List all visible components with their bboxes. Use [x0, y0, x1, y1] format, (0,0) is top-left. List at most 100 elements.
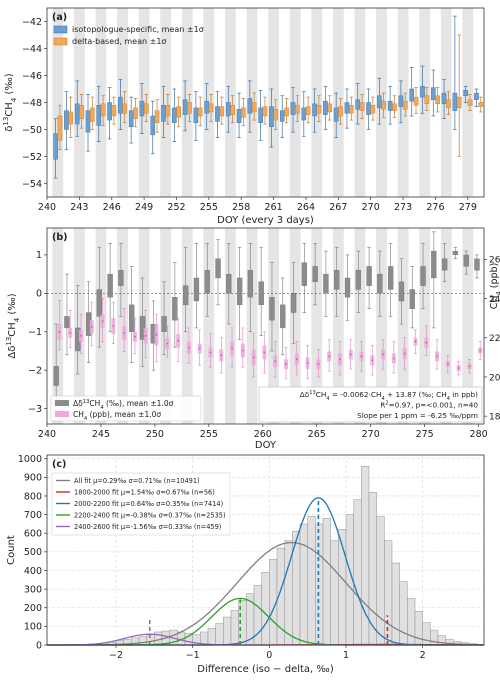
histogram-bar — [322, 518, 331, 646]
delta-box — [338, 106, 343, 117]
diff-box — [118, 270, 124, 286]
x-tick-label: 2 — [420, 650, 426, 661]
ch4-mean-point — [393, 357, 395, 360]
diff-box — [247, 270, 254, 298]
histogram-bar — [414, 611, 423, 646]
ch4-mean-point — [252, 356, 255, 359]
y-tick-label: 0 — [36, 289, 42, 300]
diff-box — [53, 366, 59, 386]
y-tick-label: 0 — [36, 640, 42, 651]
x-tick-label: 265 — [308, 429, 326, 440]
panel-b-y-axis-label: Δδ13CH4 (‰) — [5, 293, 21, 358]
y-tick-label: 300 — [24, 584, 42, 595]
legend-label-diff: Δδ13CH4 (‰), mean ±1.0σ — [73, 399, 174, 411]
panel-a-label: (a) — [52, 12, 67, 23]
delta-box — [305, 106, 311, 115]
ch4-mean-point — [101, 320, 104, 322]
annotation-slope: Slope per 1 ppm = -6.25 ‰/ppm — [357, 411, 478, 420]
iso-box — [377, 95, 382, 109]
delta-box — [176, 106, 181, 118]
ch4-mean-point — [403, 352, 406, 355]
histogram-bar — [315, 523, 324, 646]
ch4-mean-point — [220, 354, 223, 357]
x-tick-label: 270 — [362, 429, 380, 440]
ch4-mean-point — [414, 340, 417, 343]
ch4-mean-point — [69, 331, 72, 334]
y-tick-label: 800 — [24, 491, 42, 502]
y2-tick-label: 2000 — [489, 373, 500, 383]
ch4-mean-point — [90, 326, 93, 328]
panel-b: 240 245 250 255 260 265 270 275 280 −3 −2 −1 0 1 1800 2… — [5, 227, 500, 451]
delta-box — [197, 107, 203, 117]
legend-label-delta: delta-based, mean ±1σ — [72, 37, 166, 46]
iso-box — [64, 110, 69, 130]
day-band — [311, 8, 323, 197]
x-tick-label: 0 — [266, 650, 272, 661]
panel-a-y-axis-label: δ13CH4 (‰) — [2, 73, 18, 132]
ch4-mean-point — [468, 365, 471, 368]
panel-b-x-axis-label: DOY — [255, 440, 277, 451]
y-tick-label: 100 — [24, 622, 42, 633]
delta-box — [251, 102, 257, 113]
legend-label: 1800-2000 fit μ=1.54‰ σ=0.67‰ (n=56) — [74, 489, 215, 497]
y-tick-label: −1 — [28, 327, 42, 338]
x-tick-label: 255 — [200, 429, 218, 440]
diff-box — [312, 266, 318, 282]
panel-c-label: (c) — [52, 459, 66, 470]
delta-box — [219, 106, 225, 117]
diff-box — [236, 277, 243, 306]
iso-box — [452, 92, 458, 111]
y-tick-label: 700 — [24, 510, 42, 521]
iso-box — [172, 107, 177, 123]
iso-box — [430, 87, 436, 101]
delta-box — [316, 104, 322, 114]
delta-box — [348, 104, 354, 114]
x-tick-label: 249 — [135, 202, 153, 213]
diff-box — [204, 270, 210, 294]
iso-box — [420, 86, 425, 98]
day-band — [268, 228, 279, 424]
ch4-mean-point — [187, 346, 190, 349]
delta-box — [230, 104, 235, 115]
regression-annotation: Δδ13CH4 = -0.0062·CH4 + 13.87 (‰; CH4 in… — [258, 386, 483, 423]
diff-box — [96, 289, 102, 317]
legend-label-iso: isotopologue-specific, mean ±1σ — [72, 25, 204, 34]
diff-box — [64, 316, 70, 329]
day-band — [376, 228, 387, 424]
delta-box — [284, 107, 289, 117]
delta-box — [57, 115, 63, 141]
iso-box — [74, 103, 80, 125]
iso-box — [107, 102, 112, 121]
y-tick-label: 400 — [24, 566, 42, 577]
histogram-bar — [215, 623, 224, 646]
x-tick-label: 276 — [426, 202, 444, 213]
histogram-bar — [230, 610, 239, 646]
panel-c-legend: All fit μ=0.29‰ σ=0.71‰ (n=10491) 1800-20… — [51, 472, 231, 536]
delta-box — [435, 95, 440, 105]
panel-a-legend: isotopologue-specific, mean ±1σ delta-bas… — [53, 25, 204, 46]
x-tick-label: 240 — [38, 429, 56, 440]
diff-box — [431, 250, 437, 279]
y2-tick-label: 1800 — [489, 412, 500, 422]
histogram-bar — [207, 628, 216, 646]
delta-box — [68, 111, 74, 125]
panel-c-frame — [46, 454, 485, 646]
y-tick-label: −50 — [22, 125, 42, 136]
diff-box — [258, 281, 264, 306]
iso-box — [344, 102, 350, 114]
x-tick-label: 258 — [232, 202, 250, 213]
day-band — [332, 228, 344, 424]
delta-box — [456, 96, 462, 109]
iso-box — [204, 100, 209, 114]
annotation-stats: R2=0.97, p=<0.001, n=40 — [380, 401, 478, 410]
x-tick-label: 260 — [254, 429, 272, 440]
iso-box — [387, 100, 393, 111]
histogram-bar — [430, 629, 439, 646]
ch4-mean-point — [123, 331, 126, 334]
iso-box — [398, 95, 404, 107]
y-tick-label: −42 — [22, 17, 42, 28]
ch4-mean-point — [436, 355, 438, 358]
x-tick-label: 270 — [362, 202, 380, 213]
iso-box — [128, 110, 134, 127]
